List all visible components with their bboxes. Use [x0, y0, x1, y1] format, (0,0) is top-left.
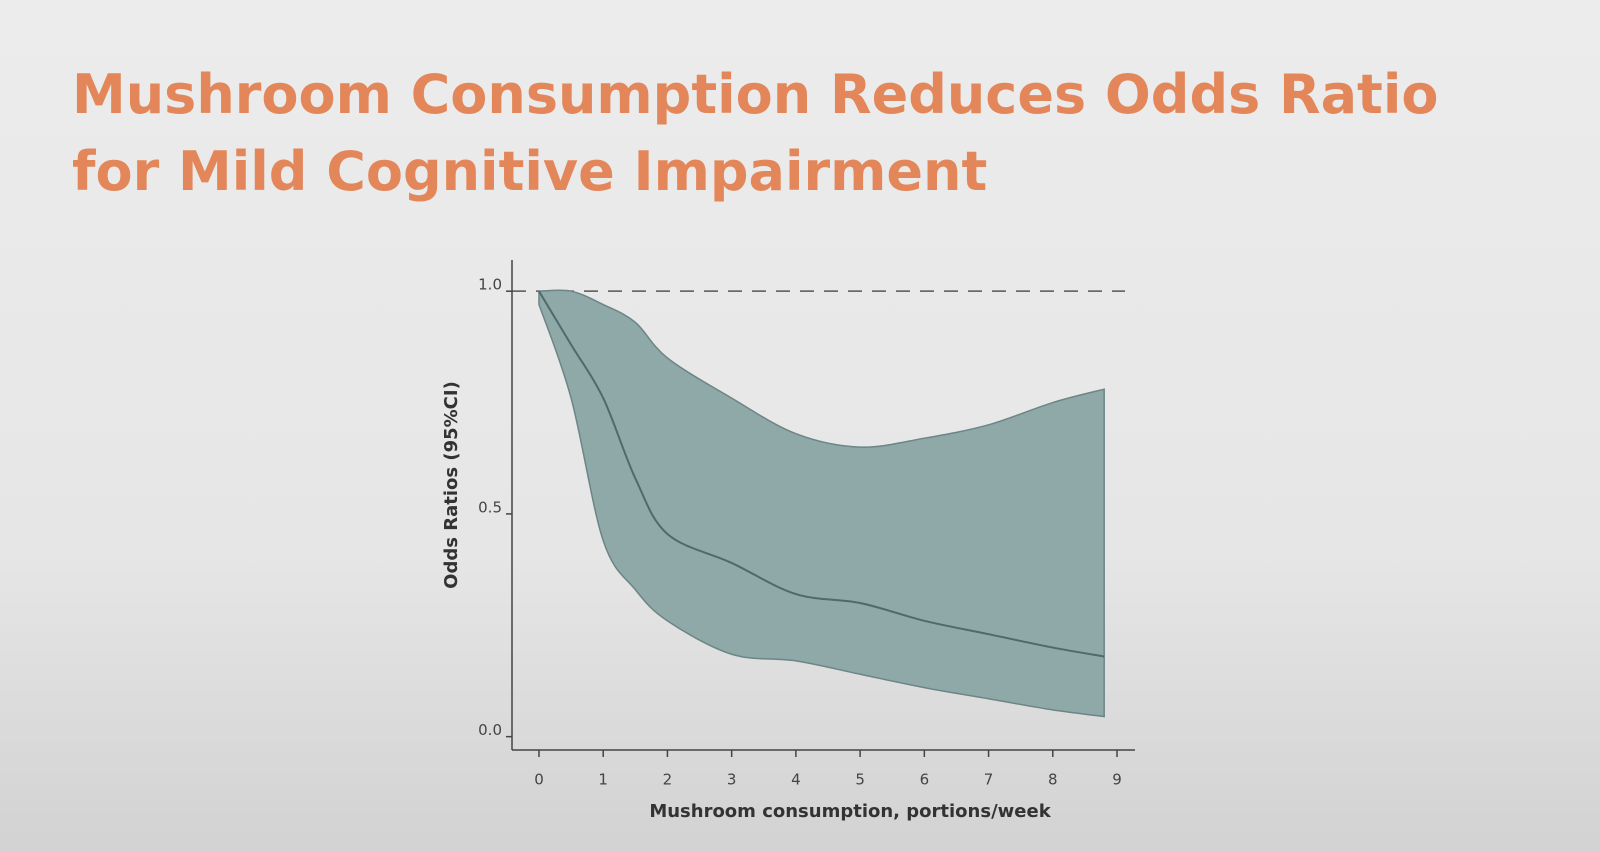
y-tick-label: 1.0 [478, 276, 502, 294]
x-tick-label: 5 [855, 771, 865, 789]
x-tick-label: 6 [920, 771, 930, 789]
x-tick-label: 4 [791, 771, 801, 789]
title-line: Mushroom Consumption Reduces Odds Ratio [72, 63, 1438, 126]
y-tick-label: 0.5 [478, 498, 502, 516]
x-axis-label: Mushroom consumption, portions/week [649, 801, 1051, 822]
confidence-band [538, 289, 1105, 718]
x-tick-label: 7 [984, 771, 994, 789]
odds-ratio-line [538, 290, 1105, 658]
x-tick-label: 2 [663, 771, 673, 789]
x-tick-label: 8 [1048, 771, 1058, 789]
x-tick-label: 3 [727, 771, 737, 789]
x-tick-label: 9 [1112, 771, 1122, 789]
y-tick-label: 0.0 [478, 721, 502, 739]
title-line: for Mild Cognitive Impairment [72, 140, 987, 203]
x-tick-label: 0 [534, 771, 544, 789]
x-tick-label: 1 [598, 771, 608, 789]
y-axis-label: Odds Ratios (95%CI) [441, 381, 462, 589]
